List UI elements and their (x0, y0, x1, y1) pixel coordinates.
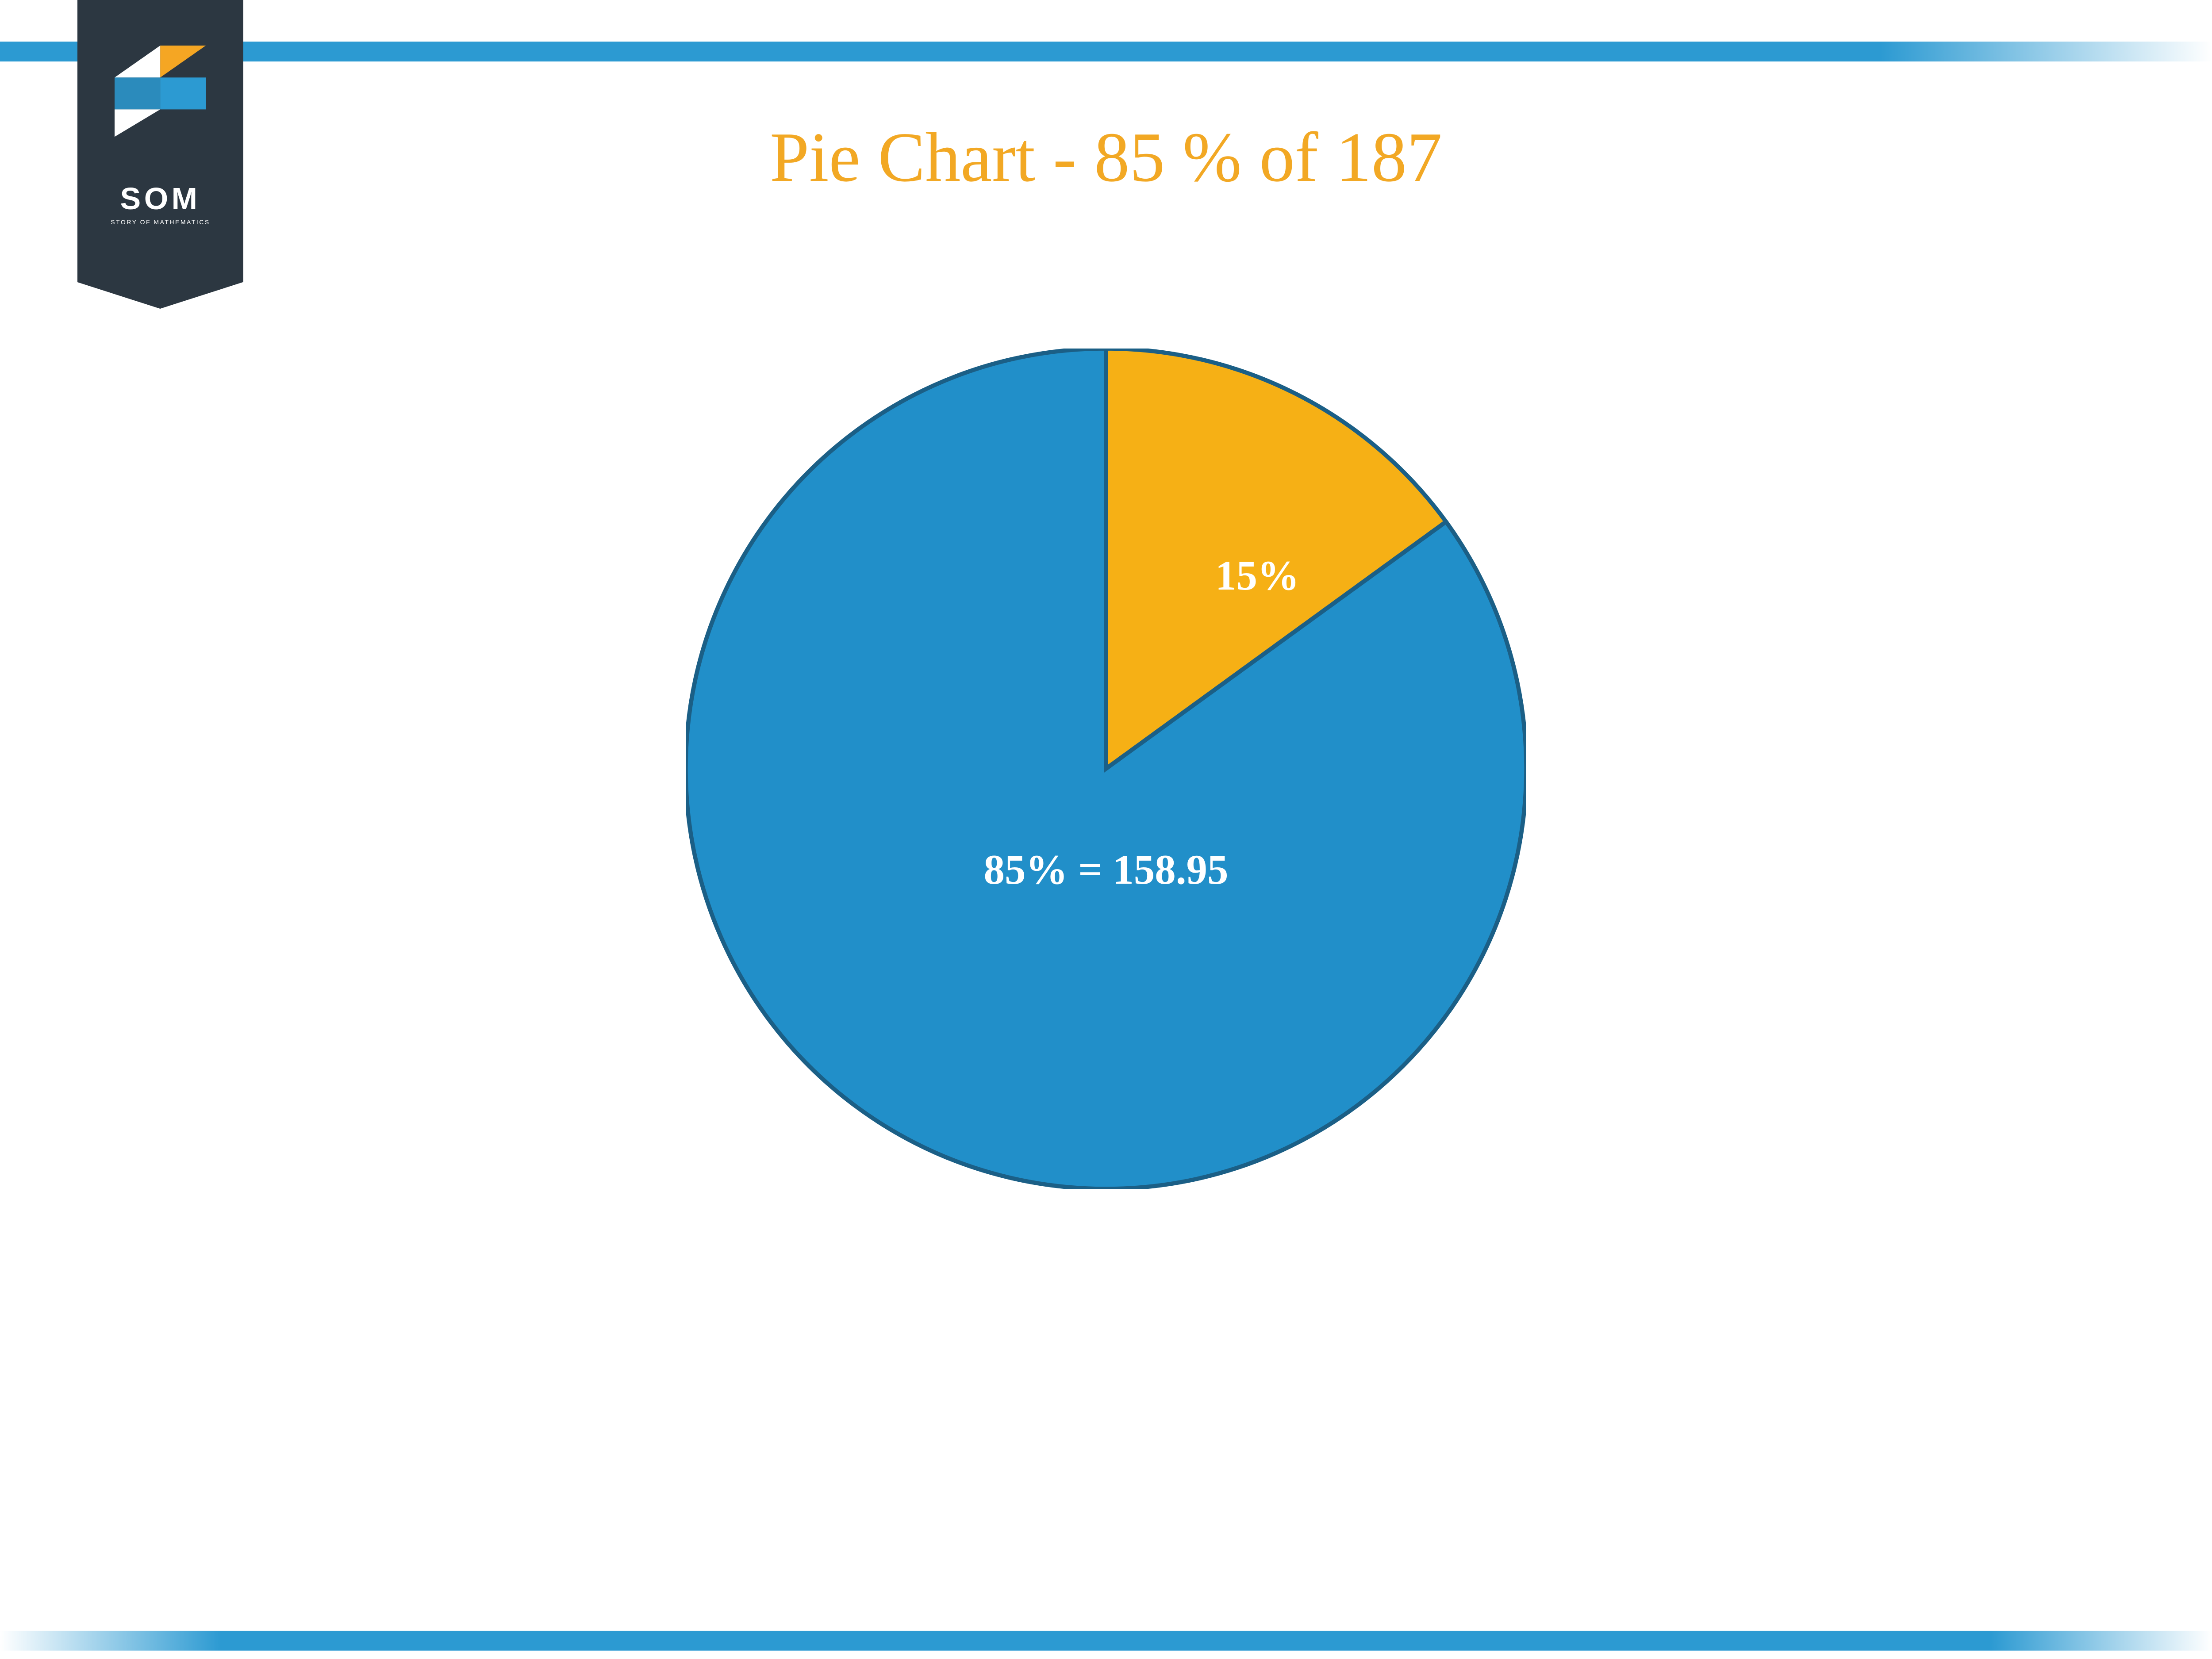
slice-label-major: 85% = 158.95 (984, 845, 1229, 894)
chart-title: Pie Chart - 85 % of 187 (0, 116, 2212, 198)
pie-svg (686, 349, 1526, 1189)
slice-label-minor: 15% (1215, 551, 1299, 600)
chart-container: SOM STORY OF MATHEMATICS Pie Chart - 85 … (0, 0, 2212, 1659)
brand-tagline: STORY OF MATHEMATICS (111, 218, 210, 226)
top-accent-bar (0, 42, 2212, 61)
pie-chart: 15% 85% = 158.95 (686, 349, 1526, 1189)
bottom-accent-bar (0, 1631, 2212, 1651)
